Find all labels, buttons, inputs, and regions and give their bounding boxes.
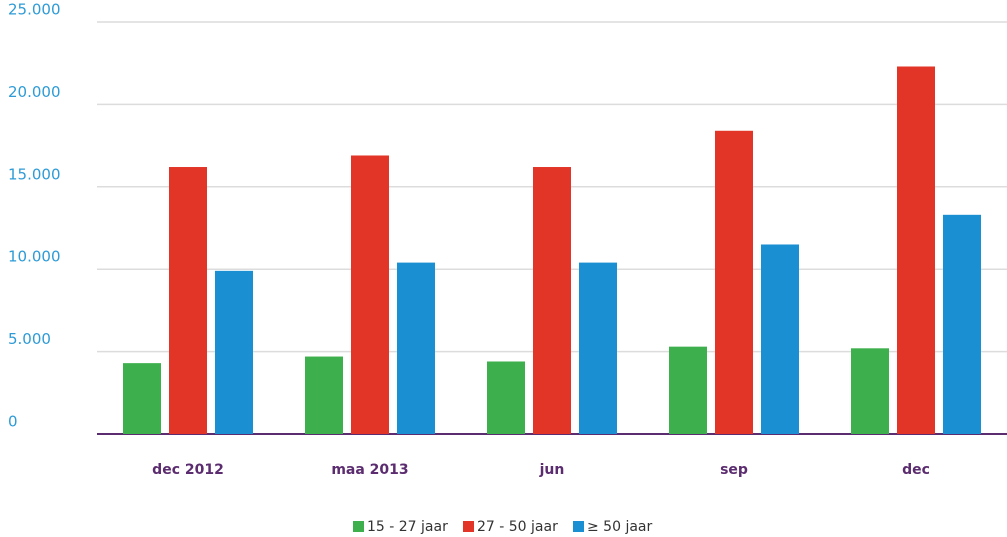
x-tick-label: dec 2012	[152, 462, 224, 478]
x-tick-label: maa 2013	[331, 462, 408, 478]
y-tick-label: 20.000	[8, 83, 61, 101]
bar	[215, 270, 253, 434]
legend-swatch	[573, 521, 584, 532]
bar	[305, 356, 343, 434]
y-tick-label: 15.000	[8, 165, 61, 183]
bar	[851, 348, 889, 434]
bar	[351, 155, 389, 434]
legend-swatch	[353, 521, 364, 532]
legend-label: 15 - 27 jaar	[367, 519, 448, 535]
x-tick-label: sep	[720, 462, 748, 478]
y-tick-label: 10.000	[8, 248, 61, 266]
bar	[123, 363, 161, 434]
bar	[761, 244, 799, 434]
bar	[533, 167, 571, 435]
bar	[715, 130, 753, 434]
bar	[669, 346, 707, 434]
bar	[943, 214, 981, 434]
bar	[897, 66, 935, 434]
bar	[579, 262, 617, 434]
x-tick-label: jun	[539, 462, 565, 478]
y-tick-label: 5.000	[8, 330, 51, 348]
bar	[397, 262, 435, 434]
y-tick-label: 25.000	[8, 1, 61, 19]
x-tick-label: dec	[902, 462, 930, 478]
bar	[169, 167, 207, 435]
legend-swatch	[463, 521, 474, 532]
legend-label: ≥ 50 jaar	[587, 519, 652, 535]
bar	[487, 361, 525, 434]
y-tick-label: 0	[8, 413, 18, 431]
legend-label: 27 - 50 jaar	[477, 519, 558, 535]
